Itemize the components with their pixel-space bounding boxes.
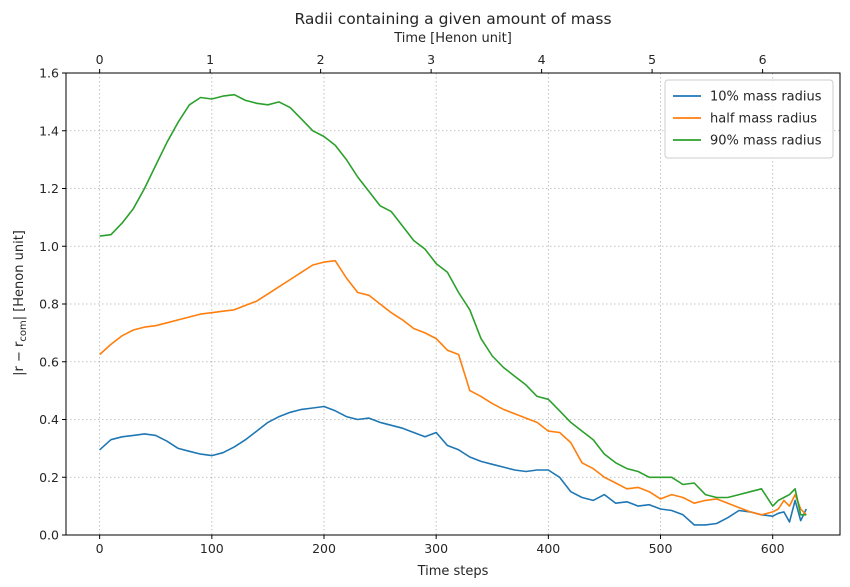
series-lines bbox=[99, 93, 808, 526]
x-tick-label-5: 500 bbox=[649, 541, 673, 556]
legend-box bbox=[664, 79, 834, 159]
y-tick-label-7: 1.4 bbox=[39, 123, 59, 138]
legend: 10% mass radius half mass radius 90% mass … bbox=[664, 79, 834, 159]
y-axis: 0.0 0.2 0.4 0.6 0.8 1.0 1.2 1.4 1.6 bbox=[39, 66, 66, 543]
top-tick-label-0: 0 bbox=[96, 52, 104, 67]
legend-label-0: 10% mass radius bbox=[710, 90, 822, 105]
top-tick-label-5: 5 bbox=[648, 52, 656, 67]
y-tick-label-1: 0.2 bbox=[39, 470, 59, 485]
y-tick-label-5: 1.0 bbox=[39, 239, 59, 254]
series-line-2 bbox=[99, 93, 807, 516]
x-tick-label-1: 100 bbox=[200, 541, 224, 556]
x-tick-label-0: 0 bbox=[96, 541, 104, 556]
x-tick-label-6: 600 bbox=[761, 541, 785, 556]
x-axis: 0 100 200 300 400 500 600 bbox=[96, 535, 785, 556]
x-tick-label-4: 400 bbox=[536, 541, 560, 556]
y-tick-label-6: 1.2 bbox=[39, 181, 59, 196]
x-tick-label-3: 300 bbox=[424, 541, 448, 556]
y-tick-label-2: 0.4 bbox=[39, 412, 59, 427]
y-tick-label-3: 0.6 bbox=[39, 354, 59, 369]
top-tick-label-1: 1 bbox=[206, 52, 214, 67]
series-line-0 bbox=[99, 405, 808, 526]
top-tick-label-4: 4 bbox=[538, 52, 546, 67]
x-tick-label-2: 200 bbox=[312, 541, 336, 556]
y-axis-label-prefix: |r − r bbox=[12, 341, 27, 376]
top-tick-label-3: 3 bbox=[427, 52, 435, 67]
top-tick-label-6: 6 bbox=[759, 52, 767, 67]
x-axis-label: Time steps bbox=[417, 564, 489, 579]
chart-title: Radii containing a given amount of mass bbox=[294, 10, 611, 28]
y-axis-label-suffix: | [Henon unit] bbox=[12, 230, 27, 320]
top-tick-label-2: 2 bbox=[317, 52, 325, 67]
top-x-axis: 0 1 2 3 4 5 6 bbox=[96, 52, 767, 73]
legend-label-1: half mass radius bbox=[710, 112, 817, 127]
y-tick-label-4: 0.8 bbox=[39, 297, 59, 312]
series-line-1 bbox=[99, 259, 807, 516]
y-tick-label-8: 1.6 bbox=[39, 66, 59, 81]
y-axis-label: |r − rcom| [Henon unit] bbox=[12, 230, 29, 376]
legend-label-2: 90% mass radius bbox=[710, 134, 822, 149]
y-axis-label-subscript: com bbox=[18, 320, 29, 341]
top-axis-label: Time [Henon unit] bbox=[393, 31, 512, 46]
y-tick-label-0: 0.0 bbox=[39, 528, 59, 543]
